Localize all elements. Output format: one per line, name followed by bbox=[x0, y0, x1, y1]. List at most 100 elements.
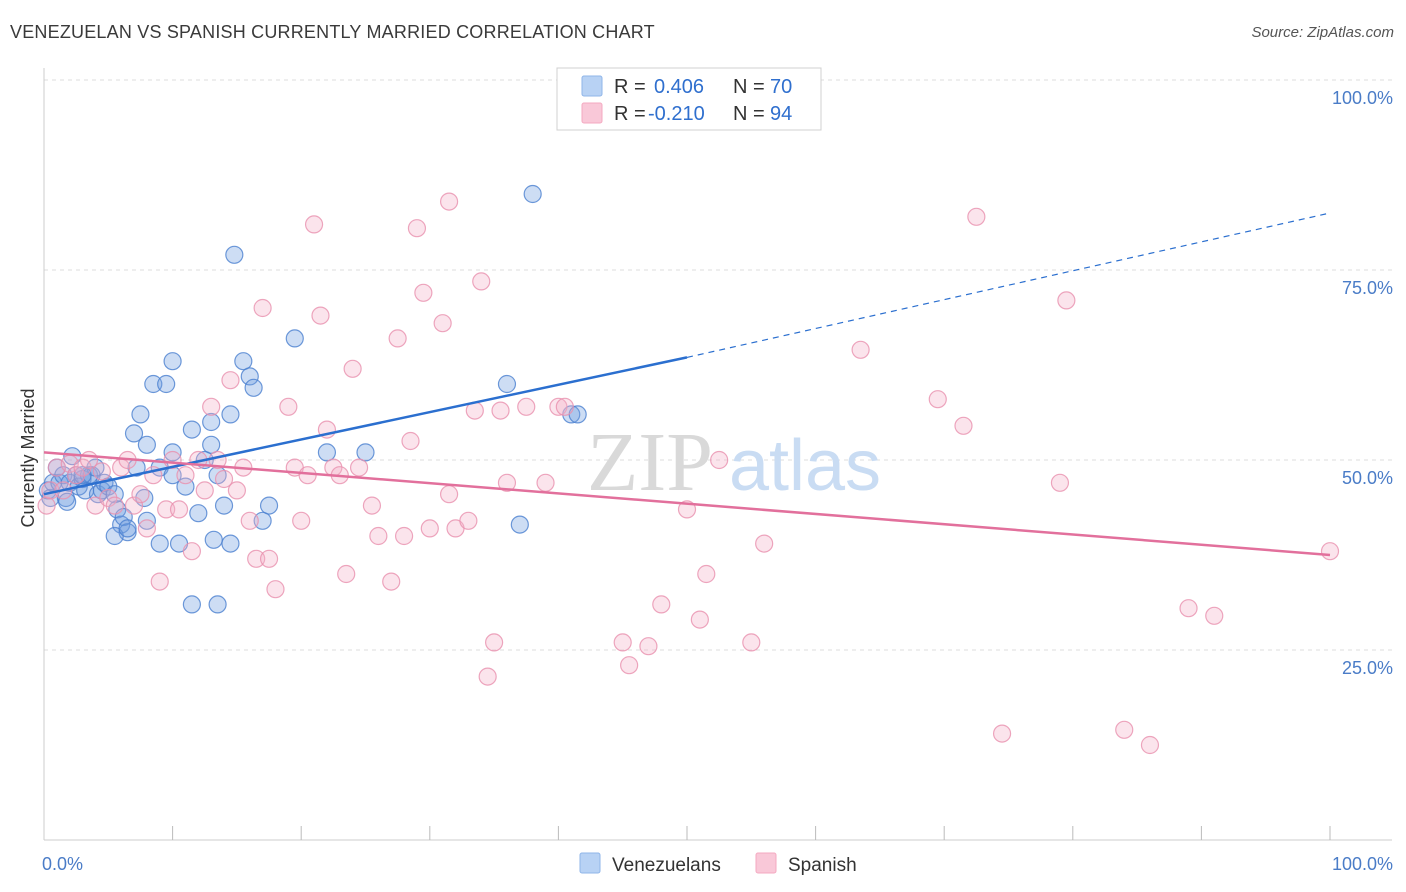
data-point bbox=[234, 352, 253, 371]
data-point bbox=[517, 397, 536, 416]
data-point bbox=[407, 219, 427, 238]
data-point bbox=[317, 443, 337, 462]
data-point bbox=[1140, 735, 1160, 755]
data-point bbox=[992, 724, 1012, 743]
data-point bbox=[214, 469, 234, 489]
series-venezuelans bbox=[38, 184, 587, 614]
data-point bbox=[157, 500, 176, 519]
data-point bbox=[1057, 291, 1076, 310]
chart-title: VENEZUELAN VS SPANISH CURRENTLY MARRIED … bbox=[10, 22, 655, 42]
data-point bbox=[169, 500, 189, 519]
y-tick-label: 25.0% bbox=[1342, 658, 1393, 678]
data-point bbox=[58, 492, 77, 511]
data-point bbox=[221, 534, 240, 553]
data-point bbox=[613, 633, 632, 652]
data-point bbox=[137, 435, 156, 454]
data-point bbox=[221, 405, 240, 424]
watermark-atlas: atlas bbox=[729, 426, 881, 506]
data-point bbox=[304, 215, 324, 234]
data-point bbox=[401, 431, 420, 451]
data-point bbox=[253, 298, 272, 318]
data-point bbox=[189, 504, 208, 523]
data-point bbox=[491, 401, 510, 420]
data-point bbox=[144, 374, 163, 394]
legend-n-label-2: N = bbox=[733, 103, 765, 125]
y-tick-label: 75.0% bbox=[1342, 278, 1393, 298]
legend-bottom-label-spanish: Spanish bbox=[788, 855, 857, 876]
data-point bbox=[388, 329, 407, 348]
data-point bbox=[652, 595, 671, 614]
data-point bbox=[240, 511, 259, 530]
data-point bbox=[67, 466, 86, 485]
watermark-zip: ZIP bbox=[587, 416, 713, 509]
data-point bbox=[337, 564, 356, 584]
data-point bbox=[92, 462, 111, 481]
legend-r-label-1: R = bbox=[614, 76, 646, 98]
data-point bbox=[497, 374, 517, 394]
legend-n-value-2: 94 bbox=[770, 103, 792, 125]
trend-line-extension-venezuelans bbox=[686, 212, 1331, 358]
y-tick-label: 50.0% bbox=[1342, 468, 1393, 488]
data-point bbox=[137, 511, 156, 530]
data-point bbox=[137, 519, 156, 538]
data-point bbox=[259, 549, 279, 568]
legend-swatch-spanish bbox=[581, 102, 603, 124]
data-point bbox=[227, 481, 246, 500]
data-point bbox=[150, 572, 169, 591]
data-point bbox=[755, 534, 774, 553]
data-point bbox=[54, 466, 73, 485]
data-point bbox=[247, 549, 266, 568]
data-point bbox=[105, 496, 124, 515]
data-point bbox=[182, 420, 201, 439]
series-spanish bbox=[37, 192, 1340, 755]
legend-n-value-1: 70 bbox=[770, 76, 792, 98]
data-point bbox=[555, 397, 574, 416]
data-point bbox=[1205, 606, 1224, 625]
data-point bbox=[343, 359, 362, 378]
legend-bottom: Venezuelans Spanish bbox=[579, 852, 857, 876]
data-point bbox=[163, 352, 182, 371]
data-point bbox=[204, 530, 223, 549]
data-point bbox=[710, 450, 729, 470]
data-point bbox=[928, 390, 947, 409]
data-point bbox=[1320, 542, 1340, 561]
data-point bbox=[414, 283, 433, 302]
data-point bbox=[266, 580, 285, 599]
data-point bbox=[124, 424, 144, 443]
x-tick-labels: 0.0% 100.0% bbox=[42, 854, 1393, 874]
data-point bbox=[433, 314, 452, 333]
legend-r-label-2: R = bbox=[614, 103, 646, 125]
data-point bbox=[382, 572, 401, 591]
data-point bbox=[356, 443, 375, 462]
data-point bbox=[742, 633, 761, 652]
legend-r-value-2: -0.210 bbox=[648, 103, 705, 125]
data-point bbox=[369, 526, 388, 546]
trend-line-venezuelans bbox=[43, 356, 688, 496]
data-point bbox=[1115, 720, 1134, 739]
data-point bbox=[478, 667, 497, 686]
data-point bbox=[485, 633, 504, 652]
data-point bbox=[549, 397, 568, 416]
data-point bbox=[131, 405, 150, 424]
data-point bbox=[851, 340, 870, 359]
data-point bbox=[73, 466, 92, 485]
legend-top: R = 0.406 N = 70 R = -0.210 N = 94 bbox=[556, 67, 822, 131]
data-point bbox=[420, 519, 439, 538]
data-point bbox=[225, 245, 244, 264]
data-point bbox=[221, 371, 240, 390]
data-point bbox=[240, 367, 259, 386]
data-point bbox=[202, 435, 221, 454]
y-tick-label: 100.0% bbox=[1332, 88, 1393, 108]
data-point bbox=[244, 378, 263, 397]
data-point bbox=[131, 485, 150, 504]
data-point bbox=[150, 534, 169, 553]
data-point bbox=[99, 488, 118, 508]
data-point bbox=[182, 595, 201, 614]
data-point bbox=[298, 466, 317, 485]
data-point bbox=[202, 412, 221, 432]
data-point bbox=[279, 397, 298, 416]
data-point bbox=[510, 515, 529, 534]
y-tick-labels: 25.0% 50.0% 75.0% 100.0% bbox=[1332, 88, 1393, 678]
data-point bbox=[259, 496, 279, 515]
